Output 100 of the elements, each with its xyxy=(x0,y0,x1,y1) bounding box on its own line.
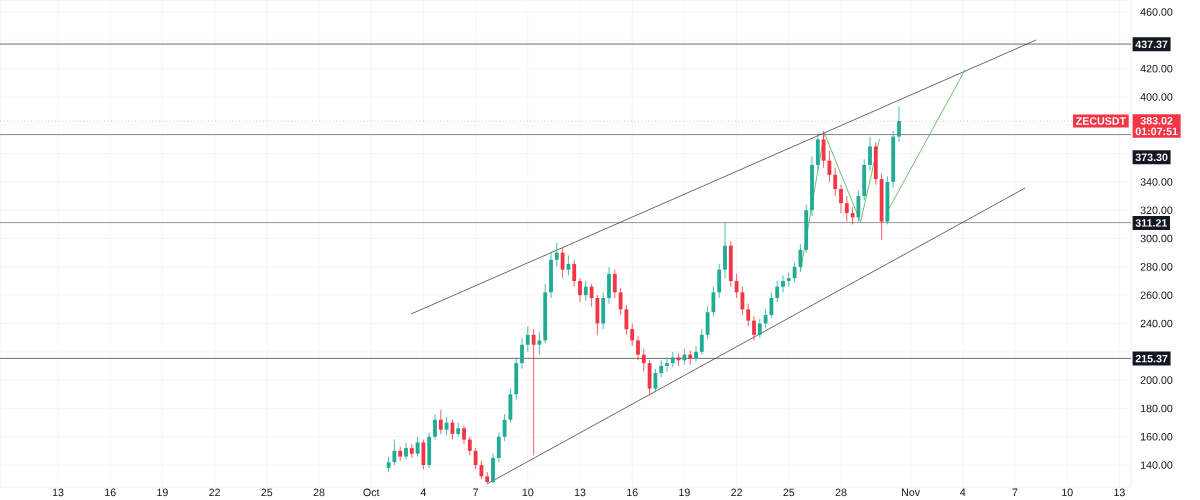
y-tick-label: 140.00 xyxy=(1140,461,1173,469)
x-tick-label: 4 xyxy=(960,488,966,496)
y-tick-label: 260.00 xyxy=(1140,291,1173,299)
candlestick xyxy=(636,335,640,361)
y-tick-label: 160.00 xyxy=(1140,432,1173,441)
candlestick xyxy=(752,316,756,341)
x-tick-label: 13 xyxy=(52,488,64,497)
candlestick xyxy=(520,337,524,370)
candlestick xyxy=(433,413,437,440)
candlestick xyxy=(479,460,484,480)
x-tick-label: 7 xyxy=(473,488,479,496)
ref-line-label: 373.30 xyxy=(1135,153,1168,162)
x-tick-label: 19 xyxy=(679,488,690,497)
candlestick xyxy=(531,328,536,456)
candlestick xyxy=(699,328,704,356)
candlestick xyxy=(665,357,669,373)
y-tick-label: 460.00 xyxy=(1140,8,1173,16)
candlestick xyxy=(694,345,698,363)
candlestick xyxy=(415,436,420,457)
x-tick-label: 7 xyxy=(1012,488,1018,496)
candlestick xyxy=(566,255,571,276)
x-tick-label: 16 xyxy=(627,488,638,497)
candlestick xyxy=(844,195,849,222)
candlestick xyxy=(589,283,594,307)
candlestick xyxy=(502,413,507,442)
candlestick xyxy=(444,416,449,436)
candlestick xyxy=(781,274,785,293)
candlestick xyxy=(554,242,559,268)
candlestick xyxy=(775,280,780,303)
candlestick xyxy=(798,243,803,271)
candlestick xyxy=(821,130,826,169)
candlestick xyxy=(746,303,751,327)
candlestick xyxy=(682,348,687,365)
candlestick xyxy=(897,106,901,143)
candlestick xyxy=(827,150,832,183)
candlestick xyxy=(769,291,774,319)
candlestick xyxy=(786,272,791,288)
candlestick xyxy=(560,246,565,279)
candlestick xyxy=(537,331,542,356)
candlestick xyxy=(717,263,722,299)
candlestick xyxy=(525,325,530,353)
candlestick xyxy=(868,136,872,171)
candlestick xyxy=(473,447,478,470)
candlestick xyxy=(763,308,768,329)
ref-line-label: 383.02 xyxy=(1140,116,1173,125)
x-tick-label: 22 xyxy=(731,488,742,497)
candlestick xyxy=(653,368,658,392)
y-tick-label: 280.00 xyxy=(1140,263,1173,271)
ref-line-label: 437.37 xyxy=(1135,40,1168,49)
y-tick-label: 240.00 xyxy=(1140,319,1173,328)
candlestick xyxy=(578,277,582,303)
y-tick-label: 340.00 xyxy=(1140,178,1173,186)
x-tick-label: 13 xyxy=(1114,488,1125,497)
candlestick xyxy=(630,323,635,347)
candlestick xyxy=(496,432,501,463)
candlestick xyxy=(467,436,472,456)
x-tick-label: 4 xyxy=(420,488,427,496)
x-tick-label: 25 xyxy=(261,488,273,497)
ref-line-label: 215.37 xyxy=(1135,354,1168,363)
x-tick-label: 28 xyxy=(313,488,325,497)
candlestick xyxy=(612,269,617,299)
y-tick-label: 420.00 xyxy=(1140,64,1173,73)
x-tick-label: 13 xyxy=(574,488,586,497)
candlestick xyxy=(711,286,716,317)
candlestick xyxy=(792,262,797,283)
candlestick xyxy=(740,286,745,316)
candlestick xyxy=(850,206,855,225)
y-tick-label: 180.00 xyxy=(1140,404,1173,413)
candlestick xyxy=(839,184,843,214)
candlestick xyxy=(757,318,762,339)
candlestick xyxy=(450,419,455,440)
ref-line-label: 311.21 xyxy=(1135,219,1167,227)
x-tick-label: 19 xyxy=(157,488,168,497)
candlestick xyxy=(404,442,408,460)
candlestick xyxy=(641,348,646,373)
candlestick xyxy=(705,306,710,340)
candlestick xyxy=(438,409,443,435)
candlestick xyxy=(833,167,838,197)
x-tick-label: 10 xyxy=(1062,488,1073,497)
annotation: ZECUSDT xyxy=(1076,117,1126,125)
x-tick-label: 10 xyxy=(522,488,534,497)
candlestick xyxy=(618,287,623,316)
y-tick-label: 400.00 xyxy=(1140,93,1173,101)
candlestick xyxy=(624,304,629,336)
candlestick xyxy=(856,190,861,222)
y-tick-label: 320.00 xyxy=(1140,206,1173,214)
x-tick-label: Nov xyxy=(902,488,921,497)
x-tick-label: 25 xyxy=(783,488,795,497)
candlestick xyxy=(392,439,397,466)
x-tick-label: 16 xyxy=(105,488,116,497)
text: 01:07:51 xyxy=(1135,127,1178,136)
x-tick-label: 22 xyxy=(209,488,220,497)
candlestick xyxy=(421,439,426,470)
candlestick xyxy=(734,273,739,299)
x-tick-label: 28 xyxy=(835,488,847,497)
x-tick-label: Oct xyxy=(363,488,380,497)
y-tick-label: 300.00 xyxy=(1140,234,1173,243)
candlestick xyxy=(688,349,693,365)
y-tick-label: 200.00 xyxy=(1140,376,1173,384)
candlestick xyxy=(583,280,588,302)
